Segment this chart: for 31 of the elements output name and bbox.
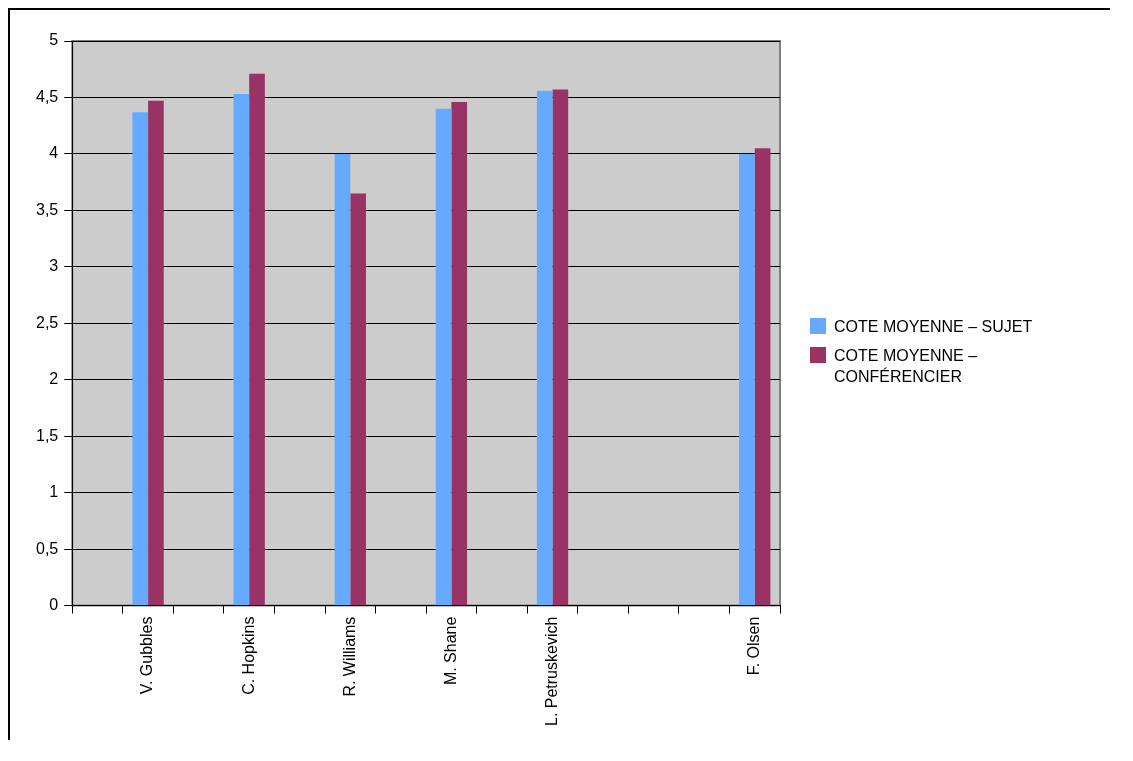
- y-tick-label: 2,5: [35, 313, 59, 331]
- x-tick-label: F. Olsen: [745, 616, 763, 676]
- bar: [350, 193, 366, 606]
- bar: [754, 148, 771, 606]
- y-tick-label: 4: [49, 144, 59, 162]
- y-tick-label: 4,5: [35, 87, 59, 105]
- x-tick-label: M. Shane: [441, 616, 459, 686]
- x-tick-label: C. Hopkins: [239, 616, 257, 695]
- bar: [552, 89, 569, 606]
- y-tick-label: 0,5: [35, 539, 59, 557]
- bar: [249, 73, 265, 606]
- y-tick-label: 3: [49, 257, 59, 275]
- bar: [148, 100, 164, 606]
- bar: [233, 94, 250, 606]
- bar: [132, 112, 149, 606]
- y-tick-label: 1: [49, 483, 59, 501]
- bar: [435, 108, 452, 606]
- bar: [334, 153, 351, 606]
- y-tick-label: 0: [49, 596, 59, 614]
- bar: [536, 90, 553, 606]
- y-tick-label: 5: [49, 31, 59, 49]
- x-tick-label: V. Gubbles: [138, 616, 156, 695]
- y-tick-label: 1,5: [35, 426, 59, 444]
- legend-label: COTE MOYENNE – CONFÉRENCIER: [834, 345, 979, 387]
- y-tick-label: 3,5: [35, 200, 59, 218]
- bar: [739, 153, 755, 606]
- legend-label: COTE MOYENNE – SUJET: [834, 316, 1034, 337]
- x-tick-label: R. Williams: [340, 616, 358, 697]
- y-tick-label: 2: [49, 370, 59, 388]
- x-tick-label: L. Petruskevich: [542, 616, 560, 727]
- bar: [451, 101, 468, 606]
